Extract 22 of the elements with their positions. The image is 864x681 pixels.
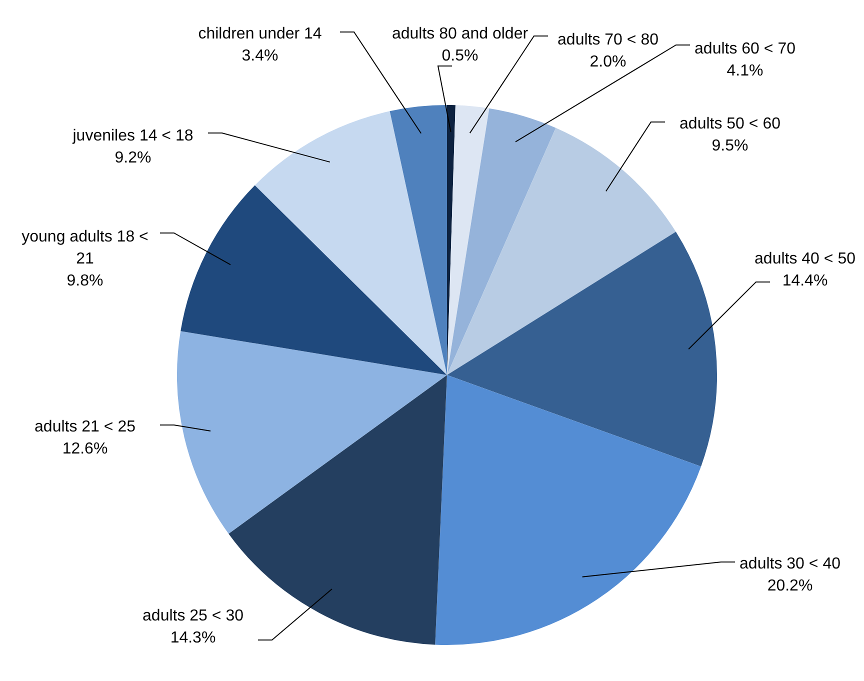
data-label: 3.4%	[242, 47, 278, 64]
data-label: 14.3%	[170, 629, 216, 646]
slice-label: adults 60 < 70	[694, 40, 796, 58]
slice-label: adults 70 < 80	[558, 31, 659, 48]
data-label: 2.0%	[590, 53, 626, 70]
slice-label: adults 25 < 30	[142, 607, 244, 624]
slice-label: adults 40 < 50	[754, 250, 856, 268]
data-label: 14.4%	[782, 272, 828, 290]
slice-label: young adults 18 < 21	[22, 228, 148, 268]
data-label: 4.1%	[726, 62, 764, 80]
slice-label: adults 80 and older	[392, 25, 529, 42]
data-label: 9.5%	[712, 137, 748, 154]
data-label: 9.2%	[114, 149, 152, 166]
data-label: 20.2%	[767, 577, 813, 594]
slice-label: juveniles 14 < 18	[72, 127, 194, 144]
data-label: 0.5%	[442, 47, 478, 64]
slice-label: children under 14	[198, 25, 322, 42]
slice-label: adults 50 < 60	[680, 115, 781, 132]
slice-label: adults 21 < 25	[34, 418, 136, 436]
data-label: 9.8%	[66, 272, 104, 290]
data-label: 12.6%	[62, 440, 108, 458]
slice-label: adults 30 < 40	[740, 555, 841, 572]
